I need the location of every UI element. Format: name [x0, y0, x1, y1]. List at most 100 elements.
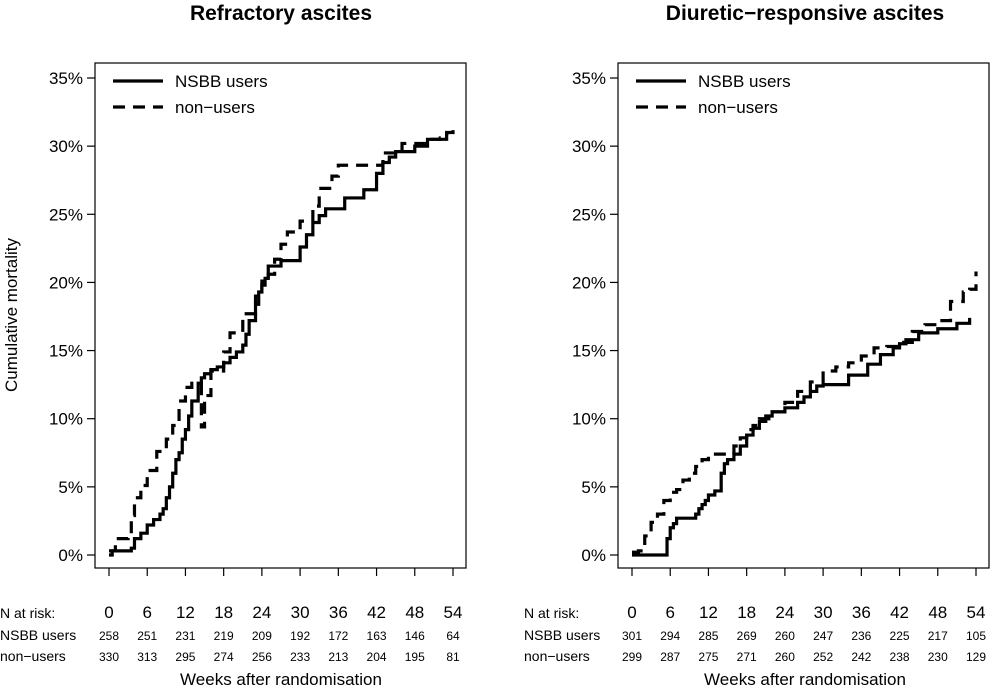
- n-at-risk-value: 251: [137, 629, 157, 643]
- x-tick-label: 30: [814, 603, 833, 622]
- n-at-risk-value: 260: [775, 650, 795, 664]
- y-tick-label: 5%: [58, 478, 83, 497]
- x-tick-label: 30: [291, 603, 310, 622]
- n-at-risk-value: 64: [446, 629, 460, 643]
- n-at-risk-value: 230: [928, 650, 948, 664]
- x-tick-label: 18: [214, 603, 233, 622]
- n-at-risk-row-label: NSBB users: [0, 627, 76, 643]
- n-at-risk-value: 285: [698, 629, 718, 643]
- n-at-risk-value: 233: [290, 650, 310, 664]
- n-at-risk-value: 247: [813, 629, 833, 643]
- n-at-risk-value: 299: [622, 650, 642, 664]
- plot-frame: [617, 62, 990, 569]
- y-tick-label: 10%: [49, 410, 83, 429]
- x-tick-label: 12: [699, 603, 718, 622]
- legend-label: non−users: [175, 98, 255, 117]
- y-tick-label: 15%: [49, 342, 83, 361]
- n-at-risk-value: 269: [737, 629, 757, 643]
- n-at-risk-value: 274: [214, 650, 234, 664]
- n-at-risk-value: 287: [660, 650, 680, 664]
- y-axis-label: Cumulative mortality: [2, 238, 21, 392]
- plot-frame: [94, 62, 467, 569]
- legend-label: NSBB users: [698, 72, 791, 91]
- n-at-risk-value: 231: [175, 629, 195, 643]
- n-at-risk-value: 256: [252, 650, 272, 664]
- x-tick-label: 42: [367, 603, 386, 622]
- y-tick-label: 35%: [49, 69, 83, 88]
- x-tick-label: 48: [928, 603, 947, 622]
- x-tick-label: 0: [104, 603, 113, 622]
- x-tick-label: 54: [967, 603, 986, 622]
- y-tick-label: 35%: [572, 69, 606, 88]
- x-tick-label: 54: [444, 603, 463, 622]
- n-at-risk-value: 225: [890, 629, 910, 643]
- y-tick-label: 20%: [572, 273, 606, 292]
- chart-title: Refractory ascites: [190, 2, 372, 25]
- y-tick-label: 5%: [581, 478, 606, 497]
- x-tick-label: 36: [329, 603, 348, 622]
- n-at-risk-row-label: non−users: [524, 648, 590, 664]
- n-at-risk-value: 195: [405, 650, 425, 664]
- n-at-risk-value: 172: [328, 629, 348, 643]
- x-axis-label: Weeks after randomisation: [180, 670, 382, 689]
- series-line-non-users: [632, 271, 978, 554]
- x-tick-label: 42: [890, 603, 909, 622]
- n-at-risk-value: 146: [405, 629, 425, 643]
- n-at-risk-value: 192: [290, 629, 310, 643]
- chart-panel-2: Diuretic−responsive ascites 0% 5% 10% 15% 20%…: [524, 2, 990, 689]
- x-axis-label: Weeks after randomisation: [704, 670, 906, 689]
- n-at-risk-value: 238: [890, 650, 910, 664]
- n-at-risk-value: 105: [966, 629, 986, 643]
- x-tick-label: 0: [627, 603, 636, 622]
- n-at-risk-value: 129: [966, 650, 986, 664]
- n-at-risk-value: 258: [99, 629, 119, 643]
- n-at-risk-value: 313: [137, 650, 157, 664]
- n-at-risk-value: 209: [252, 629, 272, 643]
- n-at-risk-value: 252: [813, 650, 833, 664]
- series-line-non-users: [109, 129, 455, 553]
- y-tick-label: 25%: [49, 205, 83, 224]
- n-at-risk-header: N at risk:: [524, 605, 579, 621]
- n-at-risk-row-label: NSBB users: [524, 627, 600, 643]
- n-at-risk-value: 271: [737, 650, 757, 664]
- series-line-nsbb-users: [632, 317, 972, 557]
- y-tick-label: 0%: [581, 546, 606, 565]
- x-tick-label: 18: [737, 603, 756, 622]
- n-at-risk-value: 163: [367, 629, 387, 643]
- y-tick-label: 25%: [572, 205, 606, 224]
- x-tick-label: 24: [775, 603, 794, 622]
- n-at-risk-value: 260: [775, 629, 795, 643]
- x-tick-label: 36: [852, 603, 871, 622]
- x-tick-label: 6: [665, 603, 674, 622]
- n-at-risk-value: 213: [328, 650, 348, 664]
- y-tick-label: 20%: [49, 273, 83, 292]
- y-tick-label: 15%: [572, 342, 606, 361]
- x-tick-label: 6: [142, 603, 151, 622]
- y-tick-label: 10%: [572, 410, 606, 429]
- y-tick-label: 30%: [49, 137, 83, 156]
- legend-label: NSBB users: [175, 72, 268, 91]
- chart-title: Diuretic−responsive ascites: [666, 2, 944, 25]
- n-at-risk-value: 295: [175, 650, 195, 664]
- legend-label: non−users: [698, 98, 778, 117]
- n-at-risk-value: 275: [698, 650, 718, 664]
- chart-panel-1: Refractory ascites 0% 5% 10% 15% 20% 25% 30% 35%…: [0, 2, 467, 689]
- series-line-nsbb-users: [109, 133, 449, 557]
- n-at-risk-row-label: non−users: [0, 648, 66, 664]
- y-tick-label: 30%: [572, 137, 606, 156]
- n-at-risk-value: 330: [99, 650, 119, 664]
- n-at-risk-value: 236: [851, 629, 871, 643]
- n-at-risk-header: N at risk:: [0, 605, 55, 621]
- n-at-risk-value: 81: [446, 650, 460, 664]
- n-at-risk-value: 294: [660, 629, 680, 643]
- n-at-risk-value: 219: [214, 629, 234, 643]
- n-at-risk-value: 301: [622, 629, 642, 643]
- y-tick-label: 0%: [58, 546, 83, 565]
- x-tick-label: 24: [252, 603, 271, 622]
- n-at-risk-value: 242: [851, 650, 871, 664]
- n-at-risk-value: 204: [367, 650, 387, 664]
- x-tick-label: 12: [176, 603, 195, 622]
- x-tick-label: 48: [405, 603, 424, 622]
- n-at-risk-value: 217: [928, 629, 948, 643]
